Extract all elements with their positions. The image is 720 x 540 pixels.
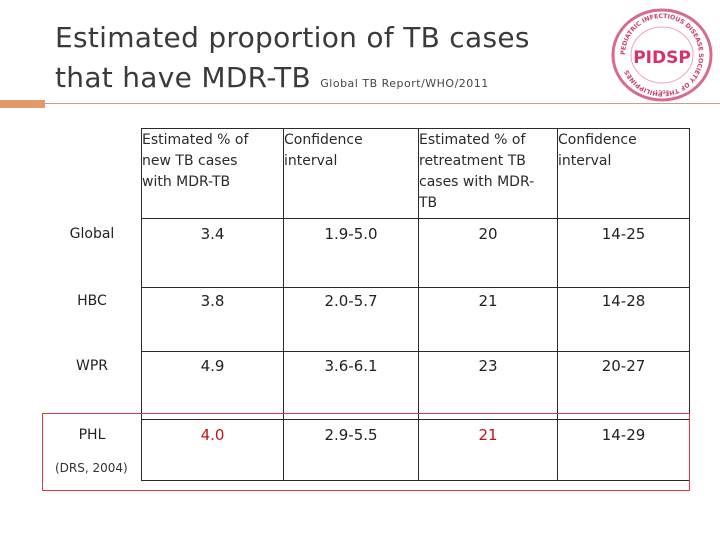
cell-wpr-new-ci: 3.6-6.1	[324, 357, 378, 375]
title-line-2: that have MDR-TB Global TB Report/WHO/20…	[55, 58, 615, 104]
header-new-pct-line1: Estimated % of	[142, 132, 249, 148]
header-re-ci: Confidence interval	[558, 130, 689, 216]
cell-hbc-re-ci: 14-28	[601, 292, 646, 310]
grid-v-3	[418, 128, 419, 480]
source-citation: Global TB Report/WHO/2011	[320, 77, 489, 90]
phl-source-note: (DRS, 2004)	[55, 461, 128, 475]
row-label-hbc: HBC	[77, 293, 107, 309]
header-re-pct-line3: cases with MDR-	[419, 174, 535, 190]
header-re-ci-line1: Confidence	[558, 132, 637, 148]
title-divider	[45, 103, 720, 104]
header-new-ci-line2: interval	[284, 153, 338, 169]
grid-h-bottom	[141, 480, 690, 481]
grid-h-1	[141, 218, 690, 219]
header-new-ci: Confidence interval	[284, 130, 418, 216]
slide-title: Estimated proportion of TB cases that ha…	[55, 18, 615, 104]
cell-wpr-re-pct: 23	[478, 357, 498, 375]
header-re-pct: Estimated % of retreatment TB cases with…	[419, 130, 557, 216]
cell-phl-re-pct: 21	[478, 426, 498, 444]
cell-global-re-ci: 14-25	[601, 225, 646, 243]
grid-h-2	[141, 287, 690, 288]
header-re-ci-line2: interval	[558, 153, 612, 169]
cell-phl-new-pct: 4.0	[200, 426, 225, 444]
grid-v-right	[689, 128, 690, 480]
header-new-pct-line2: new TB cases	[142, 153, 238, 169]
cell-global-new-pct: 3.4	[200, 225, 225, 243]
cell-phl-new-ci: 2.9-5.5	[324, 426, 378, 444]
logo-year: 1993	[655, 90, 669, 96]
grid-h-3	[141, 351, 690, 352]
header-re-pct-line2: retreatment TB	[419, 153, 526, 169]
accent-bar	[0, 100, 45, 108]
grid-h-top	[141, 128, 690, 129]
header-new-pct-line3: with MDR-TB	[142, 174, 231, 190]
row-label-wpr: WPR	[75, 358, 108, 374]
header-re-pct-line1: Estimated % of	[419, 132, 526, 148]
grid-v-2	[283, 128, 284, 480]
cell-hbc-new-pct: 3.8	[200, 292, 225, 310]
cell-global-re-pct: 20	[478, 225, 498, 243]
grid-v-left	[141, 128, 142, 480]
title-line-1: Estimated proportion of TB cases	[55, 21, 530, 54]
cell-wpr-new-pct: 4.9	[200, 357, 225, 375]
phl-highlight-box	[42, 413, 690, 491]
pidsp-logo: PEDIATRIC INFECTIOUS DISEASE SOCIETY OF …	[611, 8, 713, 102]
cell-hbc-new-ci: 2.0-5.7	[324, 292, 378, 310]
cell-global-new-ci: 1.9-5.0	[324, 225, 378, 243]
header-new-ci-line1: Confidence	[284, 132, 363, 148]
grid-v-4	[557, 128, 558, 480]
header-new-pct: Estimated % of new TB cases with MDR-TB	[142, 130, 283, 216]
cell-wpr-re-ci: 20-27	[601, 357, 646, 375]
logo-text: PIDSP	[633, 48, 691, 68]
grid-h-4	[141, 419, 690, 420]
row-label-phl: PHL	[78, 427, 106, 443]
header-re-pct-line4: TB	[419, 195, 438, 211]
title-line-2-main: that have MDR-TB	[55, 61, 312, 94]
cell-hbc-re-pct: 21	[478, 292, 498, 310]
row-label-global: Global	[69, 226, 115, 242]
cell-phl-re-ci: 14-29	[601, 426, 646, 444]
